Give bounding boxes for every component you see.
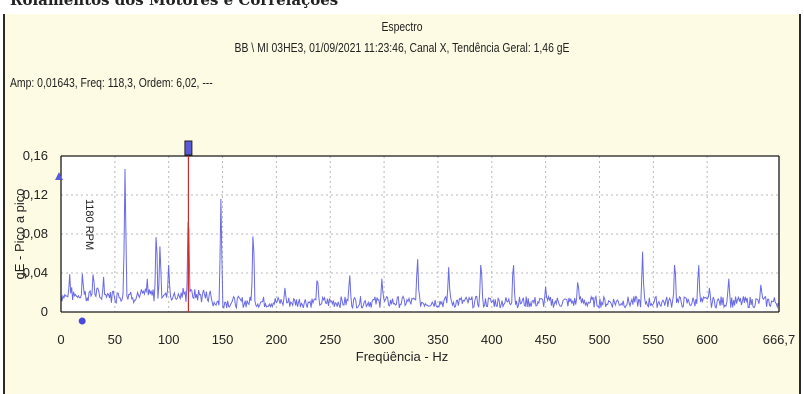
cursor-handle[interactable] [184,140,193,156]
run-speed-label: 1180 RPM [83,199,95,250]
cursor-readout: Amp: 0,01643, Freq: 118,3, Ordem: 6,02, … [10,75,213,90]
header-strip: Rolamentos dos Motores e Correlações [0,0,804,14]
x-tick-label: 200 [266,332,288,347]
x-tick-label: 450 [535,332,557,347]
spectrum-series-line [60,168,779,310]
y-tick-label: 0,16 [23,148,48,163]
x-tick-label: 400 [481,332,503,347]
y-tick-label: 0 [41,304,48,319]
x-tick-label: 500 [589,332,611,347]
y-tick-label: 0,08 [23,226,48,241]
x-tick-label: 100 [158,332,180,347]
x-tick-label: 150 [212,332,234,347]
x-tick-label: 50 [108,332,122,347]
y-scale-arrow-icon [55,172,63,180]
x-tick-label: 666,7 [763,332,796,347]
x-tick-label: 600 [696,332,718,347]
chart-title: Espectro [381,19,423,34]
y-tick-label: 0,12 [23,187,48,202]
y-tick-label: 0,04 [23,265,48,280]
y-axis-title: gE - Pico a pico [12,188,27,279]
x-tick-label: 0 [57,332,64,347]
plot-area [61,156,779,312]
run-speed-marker[interactable] [78,317,86,325]
x-tick-label: 250 [319,332,341,347]
chart-subtitle: BB \ MI 03HE3, 01/09/2021 11:23:46, Cana… [234,40,570,55]
x-tick-label: 350 [427,332,449,347]
header-strip-text: Rolamentos dos Motores e Correlações [10,0,339,9]
x-tick-label: 550 [642,332,664,347]
x-tick-label: 300 [373,332,395,347]
x-axis-title: Freqüência - Hz [356,349,448,364]
